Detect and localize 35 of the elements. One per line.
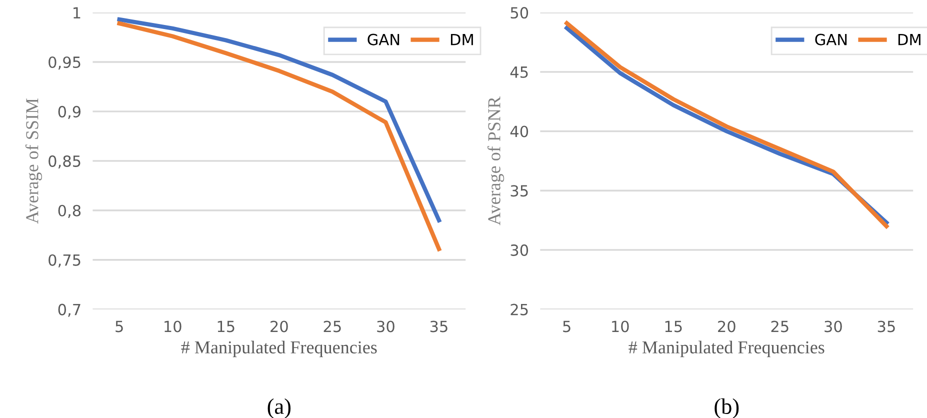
x-tick-label: 10 [164,320,182,332]
x-axis-title: # Manipulated Frequencies [181,340,377,358]
y-tick-label: 45 [510,66,528,78]
y-tick-label: 30 [510,244,528,256]
legend-label: GAN [368,34,400,46]
y-tick-label: 0,8 [58,204,81,218]
x-tick-label: 5 [116,320,123,332]
x-tick-label: 30 [377,320,394,332]
y-tick-label: 40 [510,126,528,138]
x-tick-label: 25 [324,320,341,332]
y-tick-label: 0,75 [48,254,80,268]
y-tick-label: 0,95 [48,56,80,70]
x-tick-label: 35 [878,320,895,332]
legend-label: DM [898,34,920,46]
y-axis-title: Average of SSIM [25,98,42,224]
x-axis-title: # Manipulated Frequencies [628,340,824,358]
x-tick-label: 15 [665,320,682,332]
y-tick-label: 50 [510,7,528,19]
y-tick-label: 1 [74,7,80,18]
x-tick-label: 20 [718,320,736,332]
legend-label: GAN [815,34,847,46]
legend-label: DM [450,34,473,46]
y-tick-label: 25 [510,304,528,316]
x-tick-label: 35 [430,320,448,332]
x-tick-label: 25 [771,320,788,332]
y-axis-title: Average of PSNR [487,96,504,226]
x-tick-label: 10 [612,320,629,332]
y-tick-label: 0,85 [48,155,80,169]
x-tick-label: 5 [563,320,570,332]
x-tick-label: 20 [270,320,288,332]
y-tick-label: 0,9 [58,106,81,120]
x-tick-label: 15 [218,320,234,332]
y-tick-label: 0,7 [58,304,80,317]
y-tick-label: 35 [510,185,528,197]
x-tick-label: 30 [824,320,842,332]
